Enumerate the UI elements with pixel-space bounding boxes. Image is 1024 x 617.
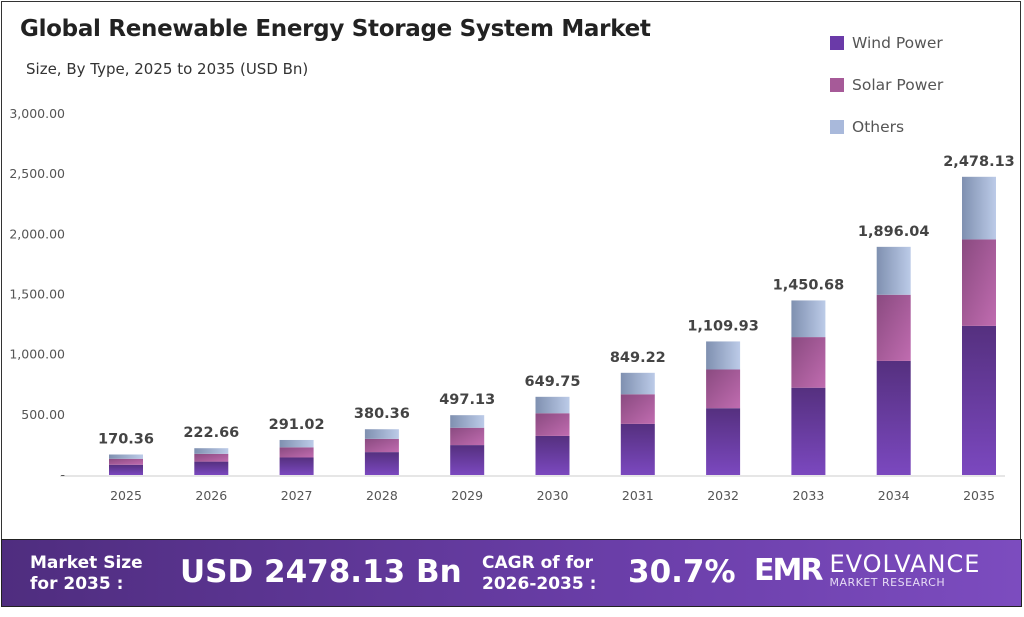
total-label: 1,896.04: [858, 224, 930, 240]
legend: Wind Power Solar Power Others: [830, 22, 943, 148]
logo-name: EVOLVANCE: [829, 550, 981, 578]
bar-segment-solar-power: [706, 369, 741, 409]
bar-segment-solar-power: [109, 458, 143, 465]
bar-segment-solar-power: [791, 337, 826, 388]
legend-label: Others: [852, 118, 905, 136]
market-size-label: Market Size for 2035 :: [30, 553, 143, 594]
x-tick-label: 2029: [451, 488, 483, 503]
bar-segment-wind-power: [194, 461, 229, 475]
y-tick-label: 2,500.00: [9, 166, 65, 181]
bar-segment-others: [876, 246, 911, 295]
total-label: 497.13: [439, 392, 495, 408]
bar-segment-wind-power: [450, 445, 485, 475]
bar-segment-wind-power: [109, 464, 143, 475]
bar-segment-solar-power: [450, 427, 485, 446]
total-label: 291.02: [269, 417, 325, 433]
y-tick-label: 1,500.00: [9, 287, 65, 302]
bar-segment-others: [194, 448, 229, 454]
x-tick-label: 2031: [622, 488, 654, 503]
chart-title: Global Renewable Energy Storage System M…: [20, 16, 651, 42]
total-label: 222.66: [183, 425, 239, 441]
legend-item-others: Others: [830, 106, 943, 148]
bar-segment-wind-power: [364, 452, 399, 475]
y-tick-label: 1,000.00: [9, 347, 65, 362]
y-tick-label: 500.00: [21, 407, 65, 422]
bar-segment-wind-power: [279, 457, 314, 475]
bar-segment-wind-power: [876, 360, 911, 475]
cagr-value: 30.7%: [628, 554, 736, 590]
chart-subtitle: Size, By Type, 2025 to 2035 (USD Bn): [26, 60, 309, 78]
bar-segment-others: [620, 372, 655, 395]
legend-label: Wind Power: [852, 34, 943, 52]
bar-segment-wind-power: [620, 423, 655, 475]
bar-segment-solar-power: [962, 239, 996, 326]
bar-segment-others: [450, 415, 485, 428]
bar-segment-others: [535, 396, 570, 414]
logo-sub: MARKET RESEARCH: [829, 576, 946, 589]
bar-segment-wind-power: [791, 387, 826, 475]
bar-segment-solar-power: [535, 413, 570, 436]
bar-segment-others: [364, 429, 399, 439]
x-tick-label: 2026: [195, 488, 227, 503]
x-tick-label: 2035: [963, 488, 995, 503]
total-label: 1,109.93: [687, 318, 759, 334]
footer-banner: Market Size for 2035 : USD 2478.13 Bn CAG…: [1, 539, 1022, 607]
legend-item-solar: Solar Power: [830, 64, 943, 106]
logo-mark: EMR: [754, 553, 823, 588]
legend-label: Solar Power: [852, 76, 944, 94]
cagr-label: CAGR of for 2026-2035 :: [482, 553, 597, 594]
y-tick-label: -: [60, 467, 65, 482]
legend-swatch: [830, 36, 844, 50]
legend-swatch: [830, 120, 844, 134]
bar-segment-wind-power: [706, 408, 741, 475]
total-label: 1,450.68: [773, 277, 845, 293]
x-tick-label: 2028: [366, 488, 398, 503]
x-tick-label: 2027: [281, 488, 313, 503]
bar-segment-others: [706, 341, 741, 370]
x-tick-label: 2025: [110, 488, 142, 503]
bar-segment-solar-power: [279, 447, 314, 458]
bar-segment-solar-power: [876, 294, 911, 361]
total-label: 2,478.13: [943, 154, 1015, 170]
total-label: 380.36: [354, 406, 410, 422]
y-tick-label: 3,000.00: [9, 106, 65, 121]
legend-item-wind: Wind Power: [830, 22, 943, 64]
bar-segment-others: [279, 439, 314, 448]
bar-segment-solar-power: [194, 453, 229, 462]
total-label: 649.75: [525, 374, 581, 390]
bar-segment-others: [962, 176, 996, 240]
bar-segment-solar-power: [620, 394, 655, 424]
y-tick-label: 2,000.00: [9, 226, 65, 241]
legend-swatch: [830, 78, 844, 92]
x-tick-label: 2032: [707, 488, 739, 503]
emr-logo: EMR EVOLVANCE MARKET RESEARCH: [754, 552, 980, 589]
bar-segment-others: [109, 454, 143, 459]
x-tick-label: 2030: [537, 488, 569, 503]
x-tick-label: 2033: [792, 488, 824, 503]
chart-plot: - 500.00 1,000.00 1,500.00 2,000.00 2,500.00 3…: [9, 106, 1015, 503]
total-label: 849.22: [610, 350, 666, 366]
bar-segment-wind-power: [535, 435, 570, 475]
bar-segment-solar-power: [364, 438, 399, 453]
bar-segment-wind-power: [962, 325, 996, 475]
bar-segment-others: [791, 300, 826, 338]
x-tick-label: 2034: [878, 488, 910, 503]
total-label: 170.36: [98, 432, 154, 448]
market-size-value: USD 2478.13 Bn: [180, 554, 462, 590]
